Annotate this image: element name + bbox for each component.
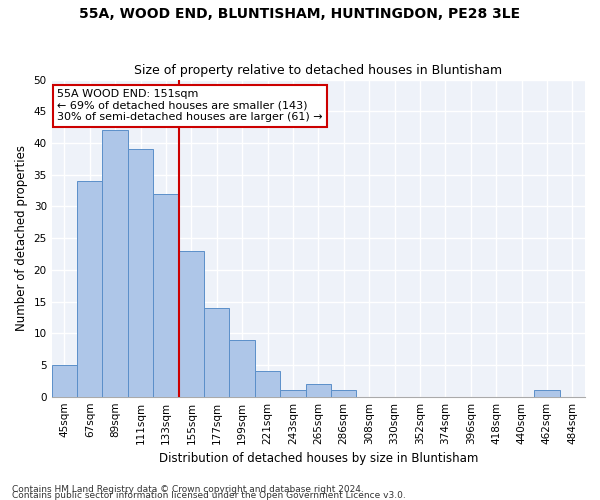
Bar xyxy=(534,390,560,396)
Title: Size of property relative to detached houses in Bluntisham: Size of property relative to detached ho… xyxy=(134,64,502,77)
Y-axis label: Number of detached properties: Number of detached properties xyxy=(15,145,28,331)
Bar xyxy=(153,194,179,396)
Bar xyxy=(305,384,331,396)
Bar xyxy=(77,181,103,396)
Bar xyxy=(204,308,229,396)
Bar xyxy=(52,365,77,396)
Text: 55A WOOD END: 151sqm
← 69% of detached houses are smaller (143)
30% of semi-deta: 55A WOOD END: 151sqm ← 69% of detached h… xyxy=(57,89,323,122)
Text: Contains HM Land Registry data © Crown copyright and database right 2024.: Contains HM Land Registry data © Crown c… xyxy=(12,485,364,494)
Bar xyxy=(280,390,305,396)
Text: 55A, WOOD END, BLUNTISHAM, HUNTINGDON, PE28 3LE: 55A, WOOD END, BLUNTISHAM, HUNTINGDON, P… xyxy=(79,8,521,22)
Bar xyxy=(229,340,255,396)
Text: Contains public sector information licensed under the Open Government Licence v3: Contains public sector information licen… xyxy=(12,491,406,500)
Bar xyxy=(179,251,204,396)
Bar xyxy=(255,372,280,396)
Bar xyxy=(103,130,128,396)
Bar xyxy=(331,390,356,396)
Bar xyxy=(128,150,153,396)
X-axis label: Distribution of detached houses by size in Bluntisham: Distribution of detached houses by size … xyxy=(158,452,478,465)
